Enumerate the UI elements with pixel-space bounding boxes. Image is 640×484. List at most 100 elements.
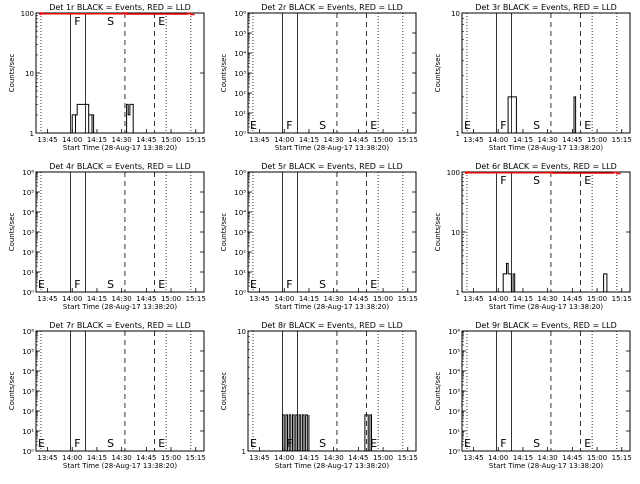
y-tick-label: 1	[242, 448, 246, 456]
events-series-line	[501, 262, 608, 293]
marker-letter: F	[286, 119, 292, 132]
y-tick-label: 10¹	[234, 269, 246, 277]
x-axis-label: Start Time (28-Aug-17 13:38:20)	[489, 303, 603, 311]
y-tick-label: 10¹	[22, 428, 34, 436]
y-axis-label: Counts/sec	[434, 54, 442, 93]
y-tick-label: 10³	[22, 229, 34, 237]
x-tick-label: 15:15	[612, 136, 632, 144]
x-tick-label: 14:15	[299, 136, 319, 144]
marker-letter: F	[74, 15, 80, 28]
marker-letter: F	[500, 119, 506, 132]
marker-letter: E	[370, 437, 377, 450]
x-tick-label: 15:15	[186, 295, 206, 303]
y-tick-label: 100	[21, 10, 34, 18]
x-axis-label: Start Time (28-Aug-17 13:38:20)	[63, 144, 177, 152]
x-tick-label: 14:00	[62, 295, 82, 303]
y-tick-label: 10²	[22, 408, 34, 416]
events-series-line	[506, 96, 578, 134]
y-tick-label: 10⁵	[22, 348, 34, 356]
x-tick-label: 14:30	[538, 454, 558, 462]
detector-panel-7: Det 7r BLACK = Events, RED = LLD 10⁰ 10¹ 10…	[8, 321, 206, 470]
y-tick-label: 10³	[22, 388, 34, 396]
y-tick-label: 10¹	[234, 110, 246, 118]
x-tick-label: 14:15	[299, 454, 319, 462]
x-tick-label: 15:15	[398, 454, 418, 462]
y-tick-label: 10	[237, 328, 246, 336]
marker-letter: E	[250, 278, 257, 291]
x-tick-label: 14:15	[87, 454, 107, 462]
y-axis-label: Counts/sec	[220, 54, 228, 93]
x-tick-label: 15:00	[373, 295, 393, 303]
y-tick-label: 10⁰	[234, 289, 246, 297]
y-tick-label: 10	[451, 229, 460, 237]
lld-series-line	[39, 12, 195, 16]
marker-letter: S	[319, 119, 326, 132]
marker-letter: E	[370, 278, 377, 291]
marker-letter: E	[158, 15, 165, 28]
marker-letter: S	[533, 437, 540, 450]
detector-panel-2: Det 2r BLACK = Events, RED = LLD 10⁰ 10¹ 10…	[220, 3, 418, 152]
x-tick-label: 14:15	[513, 295, 533, 303]
panel-title: Det 7r BLACK = Events, RED = LLD	[49, 321, 191, 330]
y-tick-label: 10⁵	[234, 30, 246, 38]
x-tick-label: 14:00	[62, 454, 82, 462]
y-axis-label: Counts/sec	[8, 372, 16, 411]
x-tick-label: 14:45	[348, 136, 368, 144]
plot-frame	[461, 12, 631, 134]
x-tick-label: 15:00	[373, 136, 393, 144]
lld-series-line	[465, 171, 621, 175]
plot-frame	[461, 330, 631, 452]
y-tick-label: 10⁰	[22, 289, 34, 297]
y-tick-label: 10⁶	[22, 328, 34, 336]
y-tick-label: 10³	[448, 388, 460, 396]
marker-letter: S	[533, 174, 540, 187]
y-tick-label: 1	[30, 130, 34, 138]
y-tick-label: 10⁰	[234, 130, 246, 138]
plot-frame	[35, 171, 205, 293]
marker-letter: S	[107, 278, 114, 291]
x-axis-label: Start Time (28-Aug-17 13:38:20)	[275, 303, 389, 311]
x-axis-label: Start Time (28-Aug-17 13:38:20)	[489, 144, 603, 152]
x-tick-label: 14:15	[513, 136, 533, 144]
x-tick-label: 15:00	[373, 454, 393, 462]
events-series-line	[282, 414, 372, 452]
x-tick-label: 14:45	[136, 295, 156, 303]
marker-letter: E	[464, 437, 471, 450]
x-tick-label: 14:30	[324, 136, 344, 144]
plot-frame	[247, 171, 417, 293]
y-tick-label: 10⁵	[22, 189, 34, 197]
x-tick-label: 14:00	[488, 454, 508, 462]
marker-letter: S	[319, 437, 326, 450]
marker-letter: E	[464, 119, 471, 132]
y-tick-label: 10²	[22, 249, 34, 257]
x-tick-label: 15:15	[398, 136, 418, 144]
x-axis-label: Start Time (28-Aug-17 13:38:20)	[489, 462, 603, 470]
y-tick-label: 10⁶	[234, 10, 246, 18]
marker-letter: E	[38, 278, 45, 291]
x-tick-label: 15:00	[161, 454, 181, 462]
y-tick-label: 10⁶	[22, 169, 34, 177]
y-tick-label: 10⁶	[234, 169, 246, 177]
marker-letter: E	[158, 437, 165, 450]
x-tick-label: 13:45	[463, 295, 483, 303]
x-tick-label: 14:45	[562, 136, 582, 144]
marker-letter: F	[286, 278, 292, 291]
panel-title: Det 8r BLACK = Events, RED = LLD	[261, 321, 403, 330]
x-tick-label: 13:45	[463, 136, 483, 144]
x-tick-label: 13:45	[37, 454, 57, 462]
x-tick-label: 15:00	[587, 136, 607, 144]
x-tick-label: 14:45	[348, 295, 368, 303]
y-tick-label: 10²	[448, 408, 460, 416]
x-tick-label: 13:45	[37, 295, 57, 303]
marker-letter: E	[584, 119, 591, 132]
x-tick-label: 13:45	[37, 136, 57, 144]
marker-letter: E	[250, 119, 257, 132]
detector-panel-3: Det 3r BLACK = Events, RED = LLD 1 10 Count…	[434, 3, 632, 152]
x-tick-label: 14:00	[488, 136, 508, 144]
y-axis-label: Counts/sec	[220, 372, 228, 411]
y-tick-label: 10	[451, 10, 460, 18]
y-tick-label: 10²	[234, 90, 246, 98]
marker-letter: E	[38, 437, 45, 450]
